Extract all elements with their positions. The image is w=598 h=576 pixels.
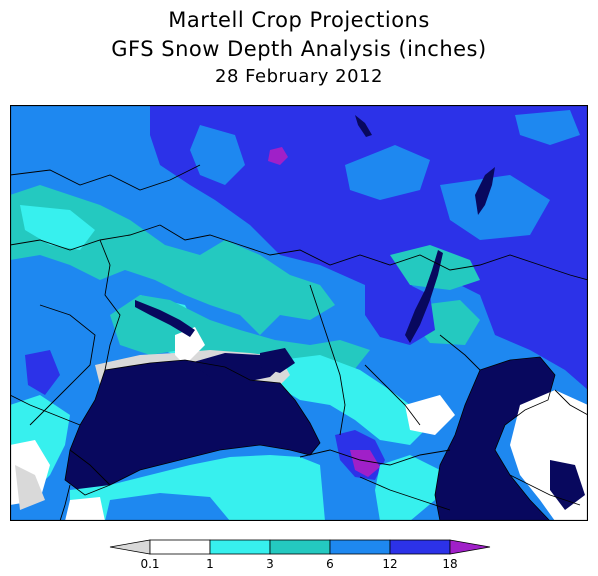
legend-box-0 [109,539,151,555]
title-line-2: GFS Snow Depth Analysis (inches) [111,37,487,61]
region-cyan-west [20,205,95,250]
region-white-south [65,497,105,521]
legend-box-2 [209,539,271,555]
region-teal-west [10,185,335,335]
legend-box-1 [149,539,211,555]
region-light-blue-patch-3 [440,175,550,240]
caspian-sea [435,357,555,521]
reservoir-small [355,115,372,137]
legend-box-6 [449,539,491,555]
legend-label-2: 3 [266,557,274,571]
country-borders [10,164,588,521]
river-dnieper [135,300,195,337]
region-light-blue-south [105,493,230,521]
title-line-1: Martell Crop Projections [168,8,430,32]
region-purple-north [268,147,288,165]
title-line-3: 28 February 2012 [215,66,383,87]
chart-titles: Martell Crop Projections GFS Snow Depth … [0,6,598,90]
region-royal-blue-north [150,105,588,390]
coastlines [64,356,556,521]
region-cyan-caucasus [375,455,440,521]
map-frame [10,105,588,521]
legend-box-3 [269,539,331,555]
legend-label-5: 18 [442,557,457,571]
legend-label-3: 6 [326,557,334,571]
legend-label-1: 1 [206,557,214,571]
legend-labels: 0.1 1 3 6 12 18 [140,557,457,571]
region-cyan-steppe [275,355,430,445]
color-legend: 0.1 1 3 6 12 18 [109,539,491,571]
river-volga [405,250,443,343]
legend-box-4 [329,539,391,555]
reservoir-north [475,167,495,215]
region-light-blue-patch-2 [345,145,430,200]
region-light-blue-patch-4 [515,110,580,145]
region-royal-blue-west [25,350,60,395]
sea-of-azov [260,348,295,373]
region-purple-caucasus [350,450,380,477]
legend-label-4: 12 [382,557,397,571]
legend-box-5 [389,539,451,555]
region-white-caucasus [405,395,455,435]
legend-label-0: 0.1 [140,557,159,571]
region-light-blue-patch-1 [190,125,245,185]
legend-boxes [109,539,491,555]
region-white-north-coast [175,327,205,365]
region-gray-southwest [15,465,45,510]
black-sea [65,360,320,495]
snow-depth-map [10,105,588,521]
